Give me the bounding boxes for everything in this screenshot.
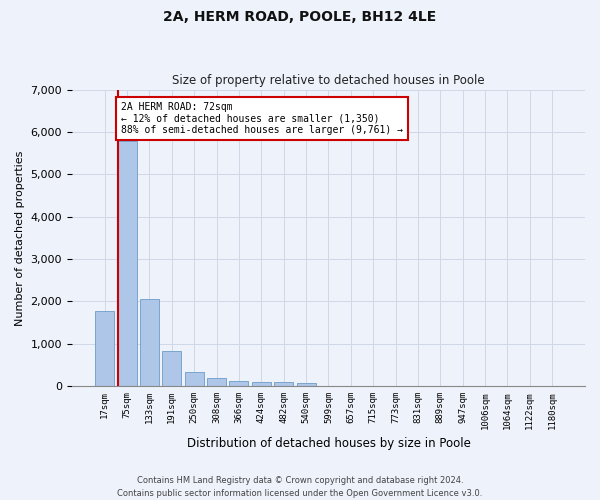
Bar	[274, 382, 293, 386]
Bar	[95, 311, 114, 386]
Bar	[229, 381, 248, 386]
Bar	[296, 383, 316, 386]
Text: 2A HERM ROAD: 72sqm
← 12% of detached houses are smaller (1,350)
88% of semi-det: 2A HERM ROAD: 72sqm ← 12% of detached ho…	[121, 102, 403, 136]
X-axis label: Distribution of detached houses by size in Poole: Distribution of detached houses by size …	[187, 437, 470, 450]
Y-axis label: Number of detached properties: Number of detached properties	[15, 150, 25, 326]
Title: Size of property relative to detached houses in Poole: Size of property relative to detached ho…	[172, 74, 485, 87]
Bar	[118, 142, 137, 386]
Text: 2A, HERM ROAD, POOLE, BH12 4LE: 2A, HERM ROAD, POOLE, BH12 4LE	[163, 10, 437, 24]
Bar	[252, 382, 271, 386]
Bar	[140, 300, 159, 386]
Text: Contains HM Land Registry data © Crown copyright and database right 2024.
Contai: Contains HM Land Registry data © Crown c…	[118, 476, 482, 498]
Bar	[207, 378, 226, 386]
Bar	[185, 372, 204, 386]
Bar	[163, 352, 181, 386]
